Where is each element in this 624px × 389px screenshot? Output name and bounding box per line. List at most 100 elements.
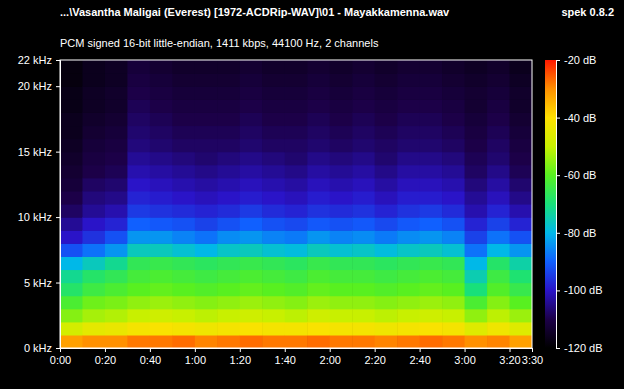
heatmap-cell (195, 139, 218, 153)
heatmap-cell (465, 283, 488, 297)
x-axis-tick: 2:20 (364, 348, 385, 366)
heatmap-cell (330, 243, 353, 257)
heatmap-cell (397, 165, 420, 179)
heatmap-cell (105, 230, 128, 244)
heatmap-cell (510, 60, 532, 74)
heatmap-cell (105, 86, 128, 100)
heatmap-cell (330, 99, 353, 113)
x-axis-tick: 0:00 (50, 348, 71, 366)
heatmap-cell (487, 335, 510, 348)
y-axis-tick-mark (56, 60, 60, 61)
heatmap-cell (465, 112, 488, 126)
heatmap-cell (285, 73, 308, 87)
heatmap-cell (420, 243, 443, 257)
color-bar-axis-tick-mark (556, 175, 560, 176)
heatmap-cell (60, 309, 83, 323)
heatmap-cell (487, 283, 510, 297)
heatmap-cell (82, 230, 105, 244)
color-bar-axis-tick-mark (556, 60, 560, 61)
plot-frame (60, 60, 532, 348)
y-axis-tick-label: 22 kHz (18, 54, 52, 66)
heatmap-cell (240, 283, 263, 297)
heatmap-cell (307, 152, 330, 166)
heatmap-cell (465, 256, 488, 270)
x-axis-tick: 1:20 (230, 348, 251, 366)
heatmap-cell (510, 283, 532, 297)
heatmap-cell (150, 309, 173, 323)
heatmap-cell (82, 309, 105, 323)
heatmap-cell (127, 204, 150, 218)
heatmap-cell (82, 139, 105, 153)
heatmap-cell (330, 204, 353, 218)
heatmap-cell (240, 86, 263, 100)
heatmap-cell (442, 269, 465, 283)
heatmap-cell (420, 99, 443, 113)
heatmap-cell (217, 178, 240, 192)
heatmap-cell (330, 256, 353, 270)
heatmap-cell (217, 283, 240, 297)
heatmap-cell (442, 125, 465, 139)
heatmap-cell (150, 256, 173, 270)
heatmap-cell (307, 269, 330, 283)
heatmap-cell (262, 178, 285, 192)
heatmap-cell (127, 269, 150, 283)
heatmap-cell (307, 139, 330, 153)
heatmap-cell (397, 99, 420, 113)
heatmap-cell (82, 165, 105, 179)
heatmap-cell (330, 152, 353, 166)
color-bar-axis-tick: -60 dB (556, 169, 596, 181)
heatmap-cell (285, 243, 308, 257)
heatmap-cell (510, 322, 532, 336)
heatmap-cell (195, 60, 218, 74)
heatmap-cell (150, 112, 173, 126)
heatmap-cell (397, 73, 420, 87)
heatmap-cell (262, 191, 285, 205)
heatmap-cell (510, 152, 532, 166)
heatmap-cell (150, 178, 173, 192)
heatmap-cell (510, 125, 532, 139)
subtitle: PCM signed 16-bit little-endian, 1411 kb… (60, 37, 379, 49)
heatmap-cell (307, 125, 330, 139)
heatmap-cell (285, 230, 308, 244)
heatmap-cell (307, 283, 330, 297)
heatmap-cell (105, 283, 128, 297)
heatmap-cell (375, 322, 398, 336)
heatmap-cell (195, 217, 218, 231)
heatmap-cell (397, 243, 420, 257)
heatmap-cell (262, 73, 285, 87)
y-axis-tick: 15 kHz (18, 146, 60, 158)
heatmap-cell (127, 217, 150, 231)
heatmap-cell (127, 125, 150, 139)
heatmap-cell (352, 112, 375, 126)
heatmap-cell (217, 152, 240, 166)
heatmap-cell (262, 309, 285, 323)
heatmap-cell (307, 165, 330, 179)
heatmap-cell (195, 296, 218, 310)
heatmap-cell (285, 256, 308, 270)
heatmap-cell (60, 152, 83, 166)
heatmap-cell (195, 73, 218, 87)
x-axis-tick: 3:30 (522, 348, 543, 366)
heatmap-cell (150, 243, 173, 257)
heatmap-cell (262, 283, 285, 297)
heatmap-cell (487, 165, 510, 179)
heatmap-cell (465, 178, 488, 192)
heatmap-cell (172, 256, 195, 270)
heatmap-cell (240, 230, 263, 244)
heatmap-cell (397, 269, 420, 283)
heatmap-cell (105, 178, 128, 192)
color-bar-axis-tick-mark (556, 348, 560, 349)
heatmap-cell (240, 256, 263, 270)
heatmap-cell (60, 112, 83, 126)
heatmap-cell (217, 125, 240, 139)
heatmap-cell (330, 322, 353, 336)
heatmap-cell (420, 73, 443, 87)
heatmap-cell (465, 60, 488, 74)
heatmap-cell (105, 217, 128, 231)
heatmap-cell (330, 112, 353, 126)
heatmap-cell (397, 335, 420, 348)
heatmap-cell (127, 112, 150, 126)
heatmap-cell (60, 256, 83, 270)
heatmap-cell (487, 178, 510, 192)
heatmap-cell (420, 139, 443, 153)
